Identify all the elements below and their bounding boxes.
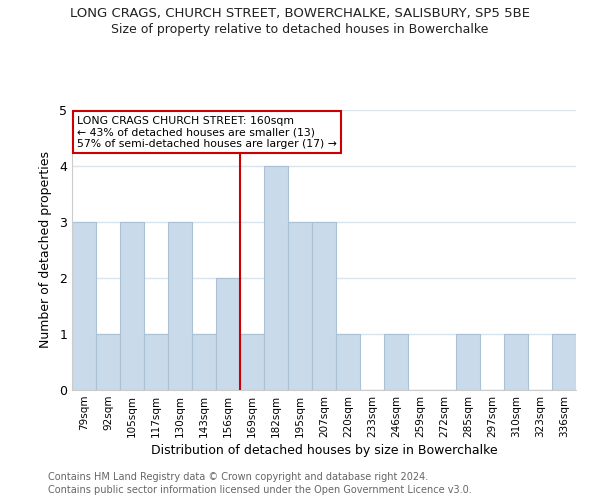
Y-axis label: Number of detached properties: Number of detached properties xyxy=(39,152,52,348)
Bar xyxy=(312,222,336,390)
Bar xyxy=(456,334,480,390)
Bar xyxy=(384,334,408,390)
Bar xyxy=(72,222,96,390)
Bar xyxy=(552,334,576,390)
Bar xyxy=(144,334,168,390)
Text: Contains public sector information licensed under the Open Government Licence v3: Contains public sector information licen… xyxy=(48,485,472,495)
Bar xyxy=(168,222,192,390)
Text: Size of property relative to detached houses in Bowerchalke: Size of property relative to detached ho… xyxy=(112,22,488,36)
Bar xyxy=(336,334,360,390)
Bar xyxy=(288,222,312,390)
Bar xyxy=(504,334,528,390)
X-axis label: Distribution of detached houses by size in Bowerchalke: Distribution of detached houses by size … xyxy=(151,444,497,457)
Text: LONG CRAGS CHURCH STREET: 160sqm
← 43% of detached houses are smaller (13)
57% o: LONG CRAGS CHURCH STREET: 160sqm ← 43% o… xyxy=(77,116,337,149)
Bar xyxy=(192,334,216,390)
Bar xyxy=(240,334,264,390)
Text: Contains HM Land Registry data © Crown copyright and database right 2024.: Contains HM Land Registry data © Crown c… xyxy=(48,472,428,482)
Text: LONG CRAGS, CHURCH STREET, BOWERCHALKE, SALISBURY, SP5 5BE: LONG CRAGS, CHURCH STREET, BOWERCHALKE, … xyxy=(70,8,530,20)
Bar xyxy=(264,166,288,390)
Bar xyxy=(96,334,120,390)
Bar xyxy=(216,278,240,390)
Bar xyxy=(120,222,144,390)
